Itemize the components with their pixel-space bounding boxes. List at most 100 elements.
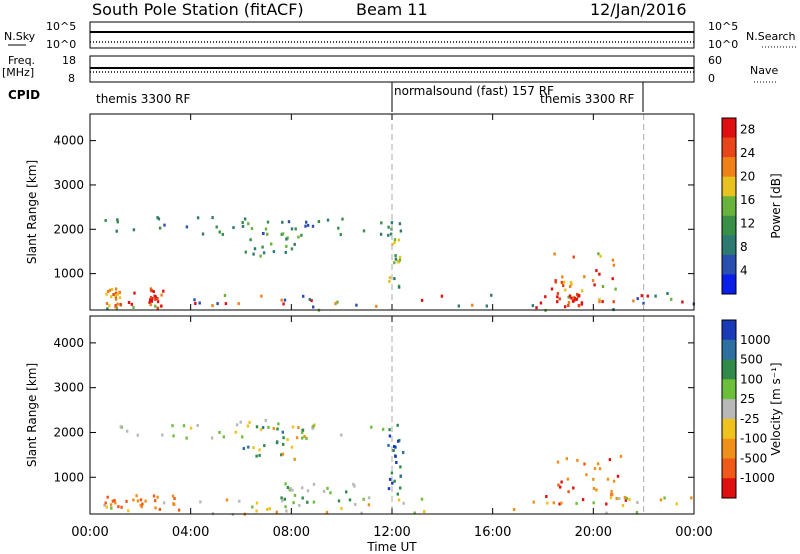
velocity-cell xyxy=(293,457,296,461)
velocity-cell xyxy=(402,451,405,454)
power-cell xyxy=(108,288,112,292)
nsearch-tick-top: 10^5 xyxy=(708,20,739,33)
power-cell xyxy=(572,299,575,303)
power-cell xyxy=(490,293,493,297)
power-cell xyxy=(114,297,118,301)
power-cell xyxy=(362,229,366,233)
power-cell xyxy=(156,306,159,310)
summary-nsky-frame xyxy=(89,21,695,49)
velocity-cell xyxy=(576,458,579,462)
power-cell xyxy=(341,217,344,221)
power-panel: 1000 2000 3000 4000 Slant Range [km] 4 8 12 16 20… xyxy=(25,113,783,312)
velocity-cell xyxy=(663,496,666,500)
velocity-cell xyxy=(306,489,310,493)
power-colorbar-segment xyxy=(722,196,736,217)
velocity-cell xyxy=(560,480,563,484)
power-cell xyxy=(375,304,378,308)
cpid-label: CPID xyxy=(8,88,41,102)
velocity-cell xyxy=(196,424,199,427)
power-cell xyxy=(106,307,109,311)
velocity-cell xyxy=(399,474,402,478)
power-cell xyxy=(569,280,573,284)
velocity-cell xyxy=(281,452,285,456)
power-cell xyxy=(573,298,577,302)
power-cell xyxy=(583,275,586,279)
velocity-cell xyxy=(370,425,373,429)
power-cell xyxy=(211,216,214,220)
velocity-cell xyxy=(592,477,595,481)
velocity-cell xyxy=(609,496,613,500)
power-frame xyxy=(89,113,695,311)
velocity-cell xyxy=(297,426,300,430)
velocity-cell xyxy=(300,431,304,435)
power-cell xyxy=(224,302,228,306)
power-cell xyxy=(221,232,224,236)
power-cell xyxy=(554,280,557,284)
velocity-cell xyxy=(395,461,398,464)
velocity-cell xyxy=(293,493,297,497)
velocity-colorbar-tick: 1000 xyxy=(740,333,771,347)
power-cell xyxy=(577,293,581,297)
power-cell xyxy=(104,219,107,222)
velocity-cell xyxy=(390,471,394,475)
cpid-segment-1: themis 3300 RF xyxy=(96,92,191,106)
velocity-cell xyxy=(255,509,258,513)
power-cell xyxy=(598,297,601,301)
power-cell xyxy=(398,222,402,226)
velocity-cell xyxy=(126,429,129,433)
power-cell xyxy=(531,304,535,308)
velocity-colorbar-label: Velocity [m s⁻¹] xyxy=(769,362,783,455)
velocity-cell xyxy=(387,443,390,447)
velocity-cell xyxy=(557,483,560,487)
power-cell xyxy=(284,250,287,254)
power-cell xyxy=(285,237,288,241)
velocity-cell xyxy=(298,503,301,507)
power-cell xyxy=(244,250,247,254)
velocity-cell xyxy=(266,507,269,511)
power-cell xyxy=(577,304,581,308)
power-cell xyxy=(115,229,118,233)
velocity-cell xyxy=(289,487,292,491)
power-cell xyxy=(380,221,383,225)
velocity-cell xyxy=(397,498,401,502)
power-cell xyxy=(266,220,270,224)
power-cell xyxy=(304,224,307,228)
power-cell xyxy=(158,226,162,230)
power-cell xyxy=(599,254,602,258)
power-colorbar-segment xyxy=(722,137,736,158)
power-cell xyxy=(632,299,635,303)
velocity-cell xyxy=(354,503,357,506)
velocity-colorbar-segment xyxy=(722,399,736,420)
velocity-colorbar-segment xyxy=(722,418,736,440)
power-cell xyxy=(485,304,488,308)
power-cell xyxy=(290,247,294,251)
nsearch-tick-bottom: 10^0 xyxy=(708,38,739,51)
velocity-cell xyxy=(241,435,244,439)
velocity-cell xyxy=(583,462,586,466)
power-cell xyxy=(280,298,283,302)
power-cell xyxy=(614,287,617,291)
power-cell xyxy=(223,294,227,297)
velocity-cell xyxy=(125,499,128,503)
power-cell xyxy=(241,224,245,228)
power-ytick-label: 1000 xyxy=(53,267,84,281)
power-colorbar-tick: 4 xyxy=(740,264,748,278)
velocity-colorbar-tick: 500 xyxy=(740,353,763,367)
velocity-cell xyxy=(154,499,157,503)
power-cell xyxy=(567,304,570,307)
velocity-colorbar-segment xyxy=(722,478,736,499)
velocity-cell xyxy=(286,486,290,489)
power-cell xyxy=(272,250,276,254)
nsky-tick-bottom: 10^0 xyxy=(46,38,77,51)
velocity-cell xyxy=(222,435,225,439)
power-cell xyxy=(681,300,684,304)
power-cell xyxy=(241,221,244,224)
velocity-cell xyxy=(340,433,343,437)
power-cell xyxy=(535,306,538,310)
power-cell xyxy=(160,293,163,297)
velocity-cell xyxy=(235,423,239,427)
power-colorbar-segment xyxy=(722,254,736,275)
velocity-colorbar-tick: -25 xyxy=(740,412,760,426)
velocity-cell xyxy=(337,499,341,503)
velocity-cell xyxy=(367,496,371,500)
